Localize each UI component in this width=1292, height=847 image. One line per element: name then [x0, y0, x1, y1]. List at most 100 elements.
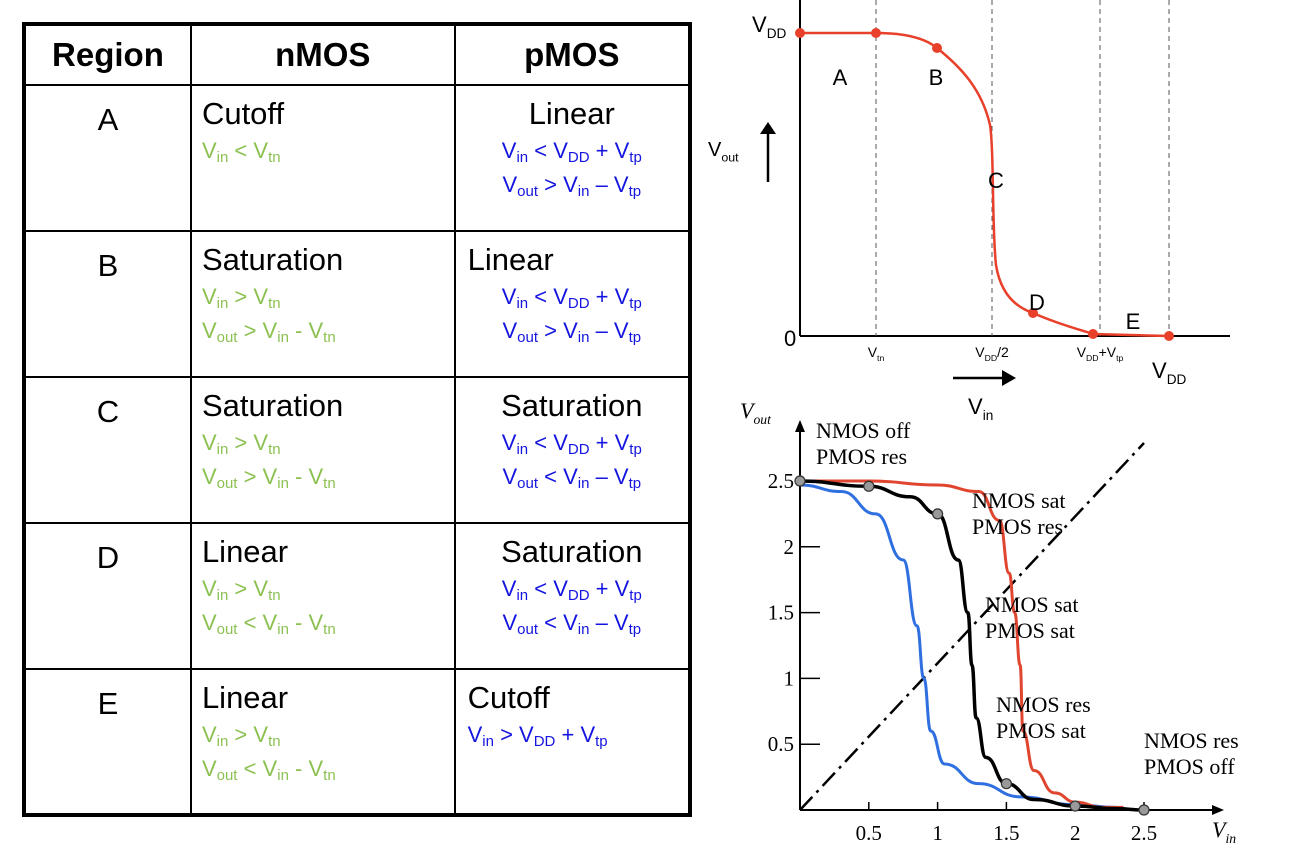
curve-point	[1088, 329, 1098, 339]
transfer-curve	[800, 31, 1170, 338]
nmos-mode: Saturation	[201, 242, 344, 277]
operating-point-marker	[1069, 800, 1081, 812]
nmos-mode: Linear	[201, 534, 289, 569]
tick-vtn: Vtn	[868, 344, 885, 363]
nmos-condition: Vin > Vtn	[201, 722, 281, 750]
zero-label: 0	[784, 326, 796, 351]
region-annotation: PMOS res	[816, 444, 907, 469]
vin-label: Vin	[968, 394, 993, 423]
table-row: E Linear Vin > Vtn Vout < Vin - Vtn Cutoff Vi…	[23, 668, 692, 816]
region-label-b: B	[929, 65, 944, 90]
operating-point-marker	[794, 475, 806, 487]
nmos-cell: Saturation Vin > Vtn Vout > Vin - Vtn	[189, 230, 456, 378]
vin-arrowhead	[1002, 370, 1016, 386]
nmos-condition: Vin > Vtn	[201, 430, 281, 458]
operating-point-marker	[1000, 778, 1012, 790]
region-cell: B	[23, 230, 192, 378]
y-tick-label: 0.5	[768, 732, 794, 756]
pmos-mode: Saturation	[501, 388, 643, 423]
region-label-a: A	[833, 65, 848, 90]
region-annotation: NMOS res	[1144, 728, 1239, 753]
nmos-cell: Linear Vin > Vtn Vout < Vin - Vtn	[189, 668, 456, 816]
table-row: A Cutoff Vin < Vtn Linear Vin < VDD + Vtp Vou…	[23, 84, 692, 232]
region-annotation: NMOS res	[996, 692, 1091, 717]
nmos-condition: Vin < Vtn	[201, 138, 281, 166]
curve-point	[932, 43, 942, 53]
y-tick-label: 1.5	[768, 601, 794, 625]
operating-point-marker	[863, 480, 875, 492]
curve-point	[1164, 331, 1174, 341]
nmos-condition: Vin > Vtn	[201, 576, 281, 604]
vout-arrowhead	[760, 122, 776, 134]
header-pmos: pMOS	[453, 23, 692, 86]
region-cell: D	[23, 522, 192, 670]
table-row: B Saturation Vin > Vtn Vout > Vin - Vtn Line…	[23, 230, 692, 378]
curve-point	[871, 28, 881, 38]
pmos-condition: Vin > VDD + Vtp	[467, 722, 608, 750]
black-curve	[799, 479, 1145, 812]
vdd-top-label: VDD	[752, 12, 787, 41]
pmos-cell: Saturation Vin < VDD + Vtp Vout < Vin – Vt…	[453, 522, 692, 670]
nmos-cell: Cutoff Vin < Vtn	[189, 84, 456, 232]
top-transfer-diagram: VDD 0 Vout A B C D E Vtn VDD/2 VDD+Vtp VDD Vin	[708, 0, 1230, 423]
nmos-mode: Linear	[201, 680, 289, 715]
header-nmos: nMOS	[189, 23, 456, 86]
pmos-mode: Linear	[467, 242, 554, 277]
region-annotation: NMOS sat	[972, 488, 1066, 513]
pmos-mode: Saturation	[501, 534, 643, 569]
nmos-cell: Saturation Vin > Vtn Vout > Vin - Vtn	[189, 376, 456, 524]
vin-label: Vin	[1212, 817, 1236, 846]
x-tick-label: 1	[932, 821, 943, 845]
curve-point	[1028, 308, 1038, 318]
pmos-condition: Vout > Vin – Vtp	[502, 172, 642, 200]
nmos-mode: Saturation	[201, 388, 344, 423]
nmos-cell: Linear Vin > Vtn Vout < Vin - Vtn	[189, 522, 456, 670]
pmos-cell: Cutoff Vin > VDD + Vtp	[453, 668, 692, 816]
x-tick-label: 0.5	[856, 821, 882, 845]
nmos-condition: Vout < Vin - Vtn	[201, 610, 336, 638]
nmos-condition: Vout > Vin - Vtn	[201, 318, 336, 346]
nmos-condition: Vout > Vin - Vtn	[201, 464, 336, 492]
pmos-condition: Vin < VDD + Vtp	[501, 576, 642, 604]
pmos-condition: Vin < VDD + Vtp	[501, 284, 642, 312]
table-header-row: Region nMOS pMOS	[23, 23, 692, 86]
region-cell: E	[23, 668, 192, 816]
header-region: Region	[23, 23, 192, 86]
x-tick-label: 2	[1070, 821, 1081, 845]
region-label-c: C	[988, 168, 1004, 193]
region-annotation: PMOS off	[1144, 754, 1235, 779]
pmos-cell: Saturation Vin < VDD + Vtp Vout < Vin – Vt…	[453, 376, 692, 524]
operating-point-marker	[1138, 804, 1150, 816]
region-annotation: PMOS res	[972, 514, 1063, 539]
nmos-condition: Vout < Vin - Vtn	[201, 756, 336, 784]
y-tick-label: 2	[784, 535, 795, 559]
tick-vdd: VDD	[1152, 358, 1187, 387]
region-cell: C	[23, 376, 192, 524]
region-annotation: PMOS sat	[985, 618, 1075, 643]
region-label-d: D	[1029, 290, 1045, 315]
pmos-cell: Linear Vin < VDD + Vtp Vout > Vin – Vtp	[453, 230, 692, 378]
y-tick-label: 2.5	[768, 469, 794, 493]
table-row: D Linear Vin > Vtn Vout < Vin - Vtn Saturati…	[23, 522, 692, 670]
region-annotation: NMOS off	[816, 418, 911, 443]
x-tick-label: 1.5	[993, 821, 1019, 845]
pmos-condition: Vout > Vin – Vtp	[502, 318, 642, 346]
red-curve	[800, 479, 1124, 809]
region-cell: A	[23, 84, 192, 232]
region-label-e: E	[1126, 309, 1141, 334]
pmos-condition: Vin < VDD + Vtp	[501, 138, 642, 166]
operating-point-marker	[932, 508, 944, 520]
nmos-mode: Cutoff	[201, 96, 285, 131]
region-table: Region nMOS pMOS A Cutoff Vin < Vtn Linear V…	[22, 22, 692, 817]
x-tick-label: 2.5	[1131, 821, 1157, 845]
nmos-condition: Vin > Vtn	[201, 284, 281, 312]
pmos-mode: Cutoff	[467, 680, 550, 715]
table-row: C Saturation Vin > Vtn Vout > Vin - Vtn Satu…	[23, 376, 692, 524]
y-tick-label: 1	[784, 666, 795, 690]
x-axis-arrowhead	[1212, 805, 1224, 815]
pmos-mode: Linear	[528, 96, 615, 131]
tick-vdd-half: VDD/2	[975, 344, 1009, 363]
y-axis-arrowhead	[795, 420, 805, 432]
vout-label: Vout	[740, 398, 772, 427]
curve-point	[795, 28, 805, 38]
